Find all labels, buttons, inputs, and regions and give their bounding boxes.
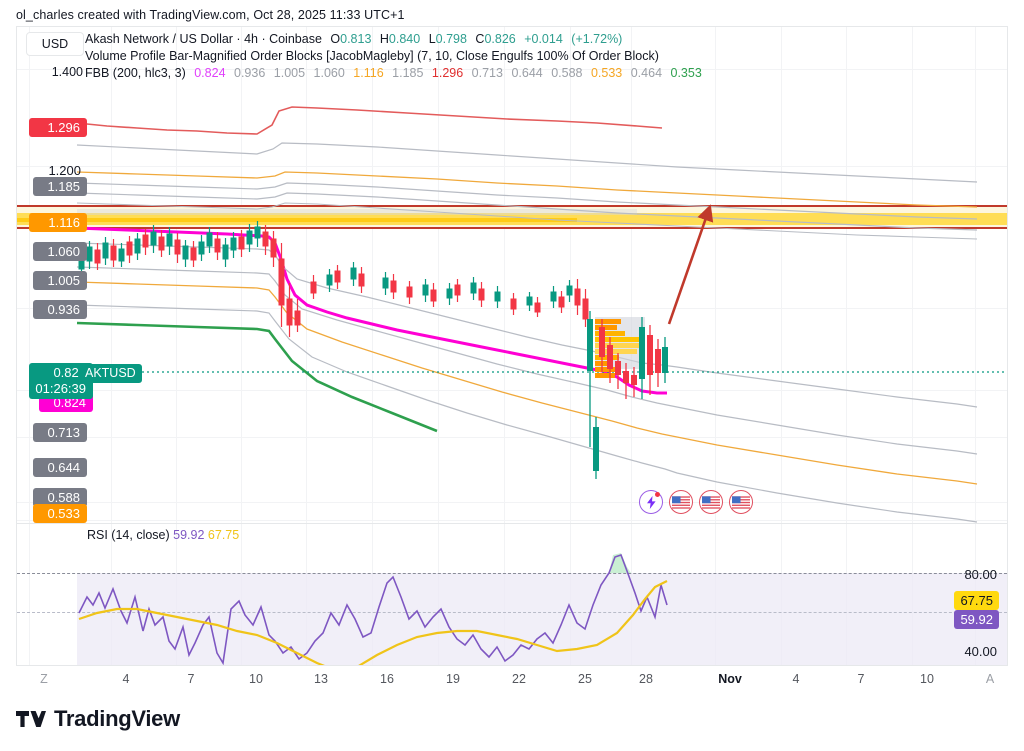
fbb-value-8: 0.644 [511,66,543,80]
ohlc-low-value: 0.798 [435,32,467,46]
indicator-header-line[interactable]: Volume Profile Bar-Magnified Order Block… [85,48,659,64]
us-flag-glyph-2 [702,495,720,509]
fbb-value-12: 0.353 [670,66,702,80]
chart-event-badges[interactable] [639,490,753,514]
price-label-0936[interactable]: 0.936 [33,300,87,319]
volume-profile-bars [587,311,668,479]
price-label-1296[interactable]: 1.296 [29,118,87,137]
price-label-0588[interactable]: 0.588 [33,488,87,507]
volume-profile-background [595,317,645,369]
ohlc-low-label: L [428,32,436,46]
ohlc-close-value: 0.826 [484,32,516,46]
time-tick-10: Nov [718,672,742,686]
price-label-1005[interactable]: 1.005 [33,271,87,290]
price-change-value: +0.014 [524,32,563,46]
time-tick-3: 10 [249,672,263,686]
time-tick-0: Z [40,672,48,686]
time-tick-2: 7 [187,672,195,686]
bar-countdown: 01:26:39 [35,381,86,396]
attribution-text: ol_charles created with TradingView.com,… [16,8,405,22]
lightning-bolt-icon[interactable] [639,490,663,514]
time-axis[interactable]: Z 4 7 10 13 16 19 22 25 28 Nov 4 7 10 A [16,666,1008,696]
us-flag-icon-3[interactable] [729,490,753,514]
price-label-0533[interactable]: 0.533 [33,504,87,523]
rsi-ma-value: 67.75 [207,528,240,542]
fbb-value-0: 0.824 [194,66,226,80]
fbb-value-10: 0.533 [590,66,623,80]
rsi-value-badge: 59.92 [954,610,999,629]
rsi-ma-badge: 67.75 [954,591,999,610]
fbb-header-line[interactable]: FBB (200, hlc3, 3) 0.824 0.936 1.005 1.0… [85,65,702,81]
price-change-percent: (+1.72%) [571,32,623,46]
rsi-legend-label: RSI (14, close) [87,528,170,542]
time-tick-8: 25 [578,672,592,686]
fbb-value-11: 0.464 [630,66,663,80]
candlestick-series [78,221,589,337]
ohlc-open-label: O [330,32,341,46]
fbb-value-2: 1.005 [273,66,306,80]
top-scale-label: 1.400 [51,65,83,79]
fbb-value-6: 1.296 [431,66,464,80]
tradingview-logo[interactable]: TradingView [16,706,180,732]
rsi-scale-bottom: 40.00 [964,644,997,659]
rsi-value: 59.92 [173,528,205,542]
tradingview-mark-icon [16,711,46,727]
current-price-value: 0.826 [53,365,86,380]
price-label-1185[interactable]: 1.185 [33,177,87,196]
ohlc-open-value: 0.813 [340,32,372,46]
ohlc-high-label: H [379,32,389,46]
time-tick-13: 10 [920,672,934,686]
fbb-value-3: 1.060 [313,66,345,80]
rsi-mid-level [17,612,1007,613]
time-tick-4: 13 [314,672,328,686]
time-tick-9: 28 [639,672,653,686]
chart-gridlines [17,27,1007,665]
notification-dot-icon [655,492,660,497]
us-flag-glyph-3 [732,495,750,509]
ohlc-close-label: C [475,32,485,46]
rsi-range-band [77,573,1007,665]
price-label-0644[interactable]: 0.644 [33,458,87,477]
tradingview-wordmark: TradingView [54,706,180,731]
order-block-zone-band [17,205,1007,229]
price-scale-hidden-1200: 1.200 [48,163,81,178]
us-flag-glyph-1 [672,495,690,509]
rsi-series-svg [78,553,668,665]
rsi-scale-top: 80.00 [964,567,997,582]
time-tick-5: 16 [380,672,394,686]
bullish-arrow-annotation [667,204,714,325]
rsi-pane-separator [17,523,1007,524]
chart-frame[interactable]: RSI (14, close) 59.92 67.75 80.00 67.75 … [16,26,1008,666]
us-flag-icon-1[interactable] [669,490,693,514]
price-label-1060[interactable]: 1.060 [33,242,87,261]
time-tick-6: 19 [446,672,460,686]
fbb-value-4: 1.116 [353,66,384,80]
us-flag-icon-2[interactable] [699,490,723,514]
time-tick-1: 4 [122,672,130,686]
rsi-upper-level [17,573,1007,574]
time-tick-14: A [985,672,995,686]
fbb-value-1: 0.936 [234,66,266,80]
time-tick-7: 22 [512,672,526,686]
symbol-header-line[interactable]: Akash Network / US Dollar · 4h · Coinbas… [85,31,622,47]
fbb-value-5: 1.185 [392,66,424,80]
currency-badge[interactable]: USD [26,32,84,56]
symbol-title: Akash Network / US Dollar · 4h · Coinbas… [85,32,322,46]
rsi-legend[interactable]: RSI (14, close) 59.92 67.75 [87,528,239,542]
price-label-1116[interactable]: 1.116 [29,213,87,232]
bolt-glyph [646,495,656,509]
indicator-title: Volume Profile Bar-Magnified Order Block… [85,49,659,63]
fbb-value-7: 0.713 [471,66,503,80]
fbb-label: FBB (200, hlc3, 3) [85,66,186,80]
price-label-0713[interactable]: 0.713 [33,423,87,442]
ohlc-high-value: 0.840 [388,32,421,46]
time-tick-12: 7 [857,672,865,686]
chart-series-svg [76,106,1007,523]
time-tick-11: 4 [792,672,800,686]
symbol-tag[interactable]: AKTUSD [79,364,142,383]
fbb-value-9: 0.588 [551,66,583,80]
